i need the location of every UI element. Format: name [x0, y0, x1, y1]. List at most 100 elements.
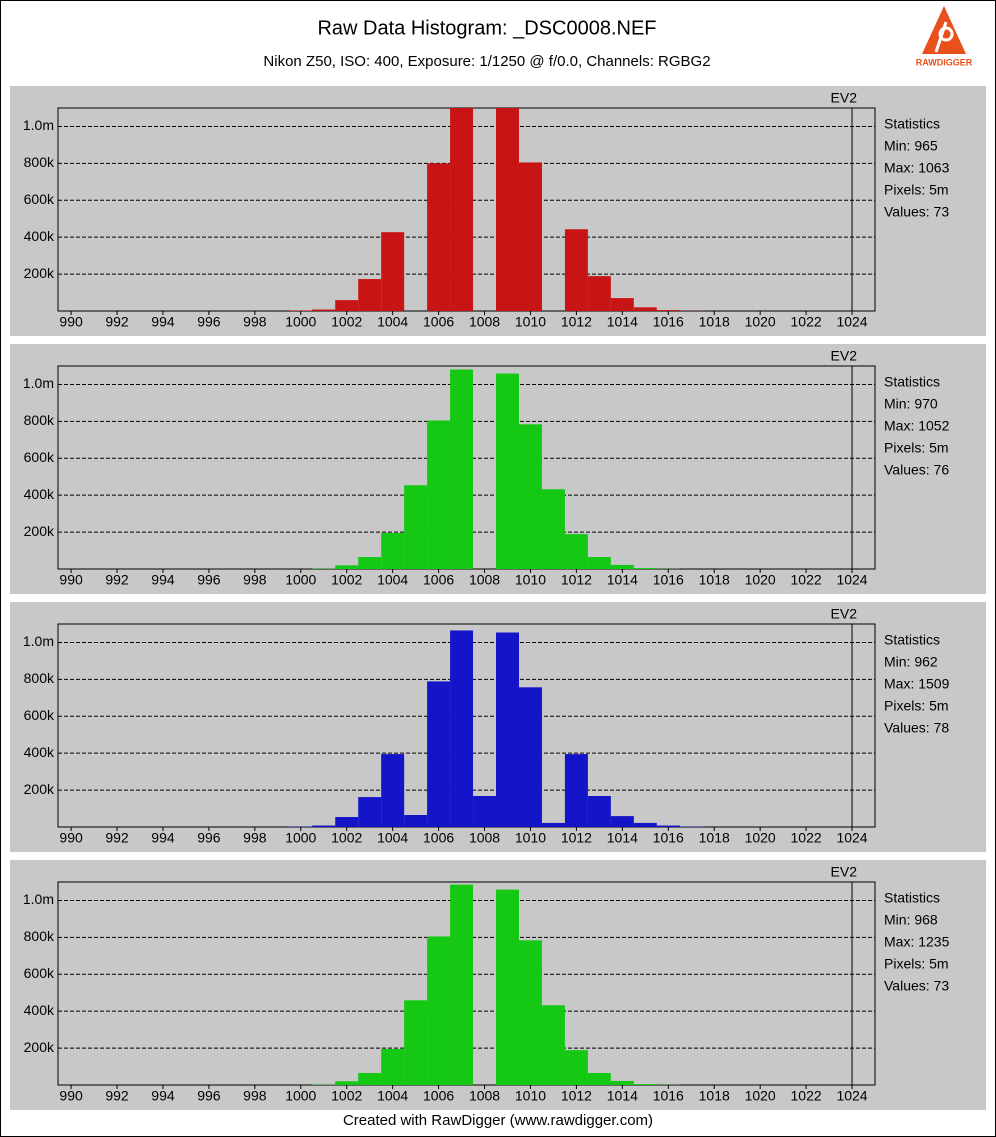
bar — [496, 108, 519, 311]
statistic: Values: 78 — [884, 720, 949, 736]
x-tick-label: 992 — [105, 314, 129, 330]
x-tick-label: 992 — [105, 1088, 129, 1104]
statistic: Pixels: 5m — [884, 440, 949, 456]
bar — [335, 565, 359, 569]
x-tick-label: 998 — [243, 314, 267, 330]
bar — [633, 568, 657, 569]
bar — [633, 822, 657, 827]
x-tick-label: 1008 — [469, 572, 500, 588]
statistic: Statistics — [884, 374, 940, 390]
bar — [518, 162, 542, 311]
histogram-panel: 200k 400k 600k 800k 1.0m 990 992 994 996 998 1000 1… — [10, 860, 986, 1110]
y-tick-label: 800k — [24, 412, 55, 428]
bars — [289, 630, 703, 827]
x-tick-label: 1008 — [469, 314, 500, 330]
bar — [496, 889, 519, 1085]
x-tick-label: 1024 — [836, 572, 867, 588]
histogram-panel: 200k 400k 600k 800k 1.0m 990 992 994 996 998 1000 1… — [10, 344, 986, 594]
bar — [587, 795, 611, 827]
bar — [358, 557, 382, 569]
bar — [496, 373, 519, 569]
histogram-panel: 200k 400k 600k 800k 1.0m 990 992 994 996 998 1000 1… — [10, 86, 986, 336]
statistic: Max: 1235 — [884, 934, 950, 950]
statistic: Min: 965 — [884, 138, 938, 154]
bar — [587, 276, 611, 311]
bar — [450, 884, 474, 1085]
statistic: Pixels: 5m — [884, 956, 949, 972]
x-tick-label: 1004 — [377, 830, 408, 846]
x-tick-label: 1002 — [331, 314, 362, 330]
logo: RAWDIGGER — [916, 6, 973, 67]
y-tick-label: 400k — [24, 486, 55, 502]
channel-label: EV2 — [831, 606, 858, 622]
channel-label: EV2 — [831, 90, 858, 106]
bar — [312, 309, 336, 311]
bar — [656, 825, 680, 827]
bar — [450, 108, 474, 311]
bar — [404, 485, 428, 569]
bar — [381, 1049, 405, 1085]
bar — [381, 533, 405, 569]
bar — [473, 795, 497, 827]
footer: Created with RawDigger (www.rawdigger.co… — [343, 1112, 653, 1129]
x-tick-label: 1008 — [469, 1088, 500, 1104]
bar — [610, 564, 634, 569]
x-tick-label: 1010 — [515, 830, 546, 846]
y-tick-label: 400k — [24, 1002, 55, 1018]
bar — [587, 557, 611, 569]
x-tick-label: 1004 — [377, 1088, 408, 1104]
x-tick-label: 1014 — [607, 314, 638, 330]
bar — [381, 232, 405, 311]
bar — [633, 307, 657, 311]
x-tick-label: 994 — [151, 830, 175, 846]
bar — [358, 279, 382, 311]
x-tick-label: 990 — [59, 572, 83, 588]
y-tick-label: 400k — [24, 744, 55, 760]
y-tick-label: 1.0m — [23, 891, 54, 907]
bar — [427, 163, 451, 311]
bar — [541, 1005, 565, 1085]
bar — [381, 754, 405, 827]
bar — [335, 300, 359, 311]
bar — [450, 369, 474, 569]
x-tick-label: 1010 — [515, 1088, 546, 1104]
x-tick-label: 1016 — [653, 830, 684, 846]
x-tick-label: 996 — [197, 1088, 221, 1104]
x-tick-label: 994 — [151, 314, 175, 330]
statistic: Values: 76 — [884, 462, 949, 478]
bar — [404, 1000, 428, 1085]
statistic: Min: 962 — [884, 654, 938, 670]
logo-text: RAWDIGGER — [916, 57, 973, 67]
x-tick-label: 1018 — [699, 830, 730, 846]
bar — [656, 310, 680, 311]
bar — [518, 424, 542, 569]
channel-label: EV2 — [831, 348, 858, 364]
x-tick-label: 990 — [59, 830, 83, 846]
x-tick-label: 996 — [197, 572, 221, 588]
bar — [564, 754, 588, 827]
x-tick-label: 992 — [105, 572, 129, 588]
bar — [541, 822, 565, 827]
x-tick-label: 998 — [243, 830, 267, 846]
bar — [335, 1081, 359, 1085]
x-tick-label: 1006 — [423, 314, 454, 330]
x-tick-label: 1006 — [423, 1088, 454, 1104]
bar — [427, 936, 451, 1085]
x-tick-label: 1004 — [377, 314, 408, 330]
x-tick-label: 990 — [59, 314, 83, 330]
bar — [541, 489, 565, 569]
x-tick-label: 1012 — [561, 314, 592, 330]
bars — [312, 369, 680, 569]
x-tick-label: 992 — [105, 830, 129, 846]
x-tick-label: 1016 — [653, 314, 684, 330]
x-tick-label: 1024 — [836, 1088, 867, 1104]
bars — [312, 884, 680, 1085]
x-tick-label: 1014 — [607, 1088, 638, 1104]
x-tick-label: 1012 — [561, 572, 592, 588]
x-tick-label: 1004 — [377, 572, 408, 588]
x-tick-label: 1022 — [791, 314, 822, 330]
y-tick-label: 600k — [24, 191, 55, 207]
logo-figure — [934, 21, 954, 53]
statistic: Statistics — [884, 632, 940, 648]
x-tick-label: 1016 — [653, 1088, 684, 1104]
